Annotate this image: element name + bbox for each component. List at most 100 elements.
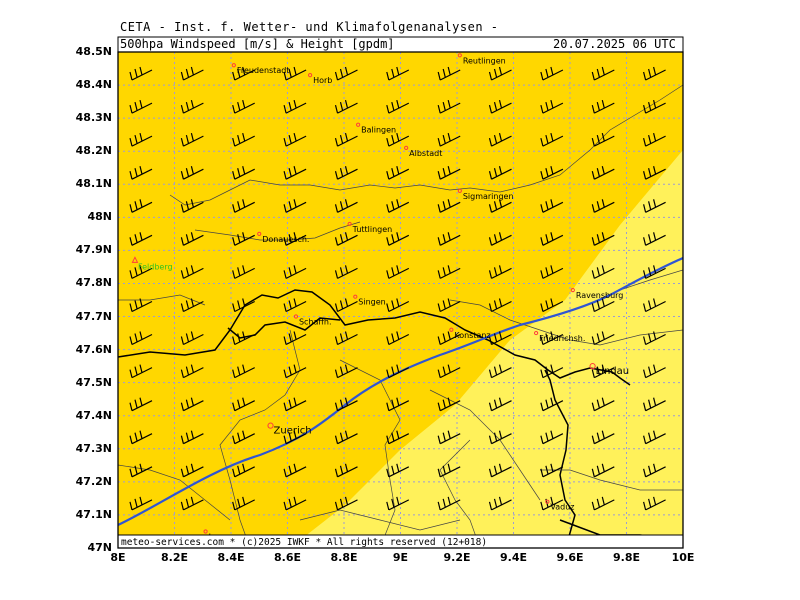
wind-barb-icon [283,463,307,478]
y-tick-label: 47.4N [75,408,112,422]
wind-barb-icon [591,199,615,213]
wind-barb-icon [437,463,461,478]
wind-barb-icon [386,265,410,279]
city-label: Friedrichsh. [539,334,585,343]
city-label: Vaduz [550,503,574,512]
wind-barb-icon [591,232,615,246]
wind-barb-icon [437,397,461,412]
wind-barb-icon [283,496,307,511]
wind-barb-icon [386,463,410,478]
wind-barb-icon [540,364,564,379]
city-label: Freudenstadt [237,66,290,75]
wind-barb-icon [488,166,512,180]
wind-barb-icon [540,496,564,511]
city-label: Reutlingen [463,56,506,65]
wind-barb-icon [437,430,461,445]
wind-barb-icon [232,496,255,511]
x-tick-label: 8.8E [330,551,358,564]
city-marker [231,63,236,68]
wind-barb-icon [591,66,615,81]
wind-barb-icon [540,166,564,180]
wind-barb-icon [283,199,307,213]
wind-barb-icon [591,364,615,379]
wind-barb-icon [232,132,255,147]
city-label: Sigmaringen [463,192,514,201]
wind-barb-icon [232,397,255,412]
wind-barbs [129,66,666,511]
wind-barb-icon [180,166,204,180]
wind-barb-icon [437,496,461,511]
y-tick-label: 48.5N [75,45,112,58]
wind-barb-icon [129,331,153,346]
city-marker [457,188,462,193]
mountain-marker [131,256,139,263]
wind-barb-icon [437,66,461,81]
wind-barb-icon [386,331,410,346]
wind-barb-icon [437,232,461,246]
y-tick-label: 48.4N [75,78,112,92]
wind-barb-icon [386,364,410,379]
wind-barb-icon [129,430,153,445]
product-label: 500hpa Windspeed [m/s] & Height [gpdm] [120,37,395,51]
x-tick-label: 8.2E [160,551,188,564]
city-marker [257,231,262,236]
wind-barb-icon [540,298,564,313]
height-contour-line [118,256,683,526]
wind-barb-icon [386,166,410,180]
wind-barb-icon [129,364,153,379]
city-label: Lindau [596,366,630,377]
wind-barb-icon [232,265,255,279]
wind-barb-icon [437,199,461,213]
wind-barb-icon [386,430,410,445]
city-label: Donauesch. [262,235,309,244]
wind-barb-icon [488,199,512,213]
wind-barb-icon [437,331,461,346]
wind-barb-icon [180,66,204,81]
y-tick-label: 47.9N [75,243,112,257]
wind-barb-icon [591,496,615,511]
wind-barb-icon [129,298,153,313]
footer-bar [118,534,683,548]
wind-barb-icon [437,298,461,313]
wind-barb-icon [643,397,666,412]
y-tick-label: 47.1N [75,507,112,521]
wind-barb-icon [540,232,564,246]
wind-barb-icon [334,166,358,180]
wind-barb-icon [334,496,358,511]
city-label: Tuttlingen [352,225,393,234]
wind-barb-icon [129,199,153,213]
wind-barb-icon [334,298,358,313]
mountain-label: Feldberg [138,262,173,271]
city-marker [457,53,462,58]
wind-barb-icon [283,430,307,445]
wind-barb-icon [386,66,410,81]
wind-barb-icon [283,298,307,313]
wind-barb-icon [129,232,153,246]
wind-barb-icon [180,331,204,346]
city-markers: Freudenstadt Horb Reutlingen Balingen Albsta… [131,53,630,541]
city-label: Ravensburg [576,291,624,300]
wind-barb-icon [232,364,255,379]
city-marker [545,499,550,504]
city-marker [353,294,358,299]
wind-barb-icon [283,166,307,180]
wind-barb-icon [180,496,204,511]
wind-barb-icon [643,132,666,147]
city-label: Zuerich [274,426,312,437]
city-marker [308,73,313,78]
x-tick-label: 9.8E [612,551,640,564]
wind-barb-icon [283,364,307,379]
y-tick-label: 47.8N [75,276,112,290]
wind-barb-icon [386,397,410,412]
wind-barb-icon [180,232,204,246]
wind-barb-icon [180,265,204,279]
wind-barb-icon [180,99,204,114]
city-marker [347,221,352,227]
city-label: Schaffh. [299,318,332,327]
y-tick-label: 48.1N [75,177,112,191]
wind-barb-icon [129,99,153,114]
wind-barb-icon [334,132,358,147]
y-tick-label: 47.2N [75,474,112,488]
city-label: Albstadt [409,149,442,158]
wind-barb-icon [129,166,153,180]
